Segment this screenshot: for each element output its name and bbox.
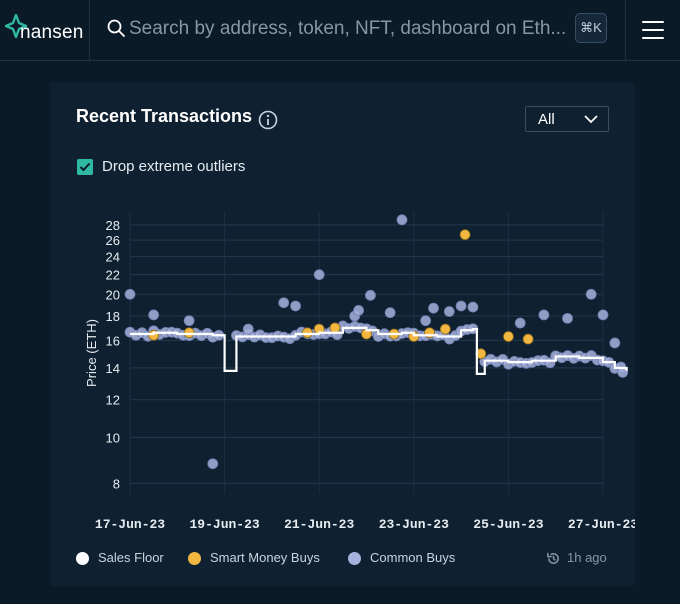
y-tick-label: 22 (106, 268, 120, 283)
common-buy-point (538, 309, 550, 321)
filter-dropdown[interactable]: All (525, 106, 609, 132)
common-buy-point (148, 309, 160, 321)
common-buy-point (455, 300, 467, 312)
common-buy-point (562, 312, 573, 324)
common-buy-point (124, 288, 136, 300)
search-icon (107, 19, 125, 37)
common-buy-point (278, 297, 290, 309)
x-tick-label: 23-Jun-23 (379, 517, 449, 532)
common-buy-point (514, 317, 526, 329)
common-buy-point (365, 289, 376, 301)
y-axis-label: Price (ETH) (84, 319, 99, 387)
legend-dot-smart-money (188, 552, 201, 565)
smart-money-point (329, 322, 341, 334)
drop-outliers-checkbox[interactable] (77, 159, 93, 175)
common-buy-point (467, 301, 479, 313)
last-updated-text: 1h ago (567, 550, 607, 565)
smart-money-point (502, 331, 514, 342)
y-tick-label: 14 (106, 361, 120, 376)
recent-transactions-card: Recent Transactions All Drop extreme out… (50, 82, 635, 586)
smart-money-point (459, 229, 471, 241)
x-tick-label: 27-Jun-23 (568, 517, 635, 532)
history-icon (547, 552, 559, 564)
common-buy-point (609, 337, 621, 349)
common-buy-point (384, 307, 396, 319)
common-buy-point (290, 300, 301, 312)
y-tick-label: 8 (113, 476, 120, 491)
legend-label: Smart Money Buys (210, 550, 320, 565)
common-buy-point (313, 269, 325, 281)
common-buy-point (420, 315, 432, 327)
hamburger-menu-icon[interactable] (640, 19, 666, 41)
search-bar[interactable]: Search by address, token, NFT, dashboard… (91, 0, 626, 61)
smart-money-point (522, 333, 534, 345)
x-tick-label: 19-Jun-23 (189, 517, 259, 532)
smart-money-point (439, 323, 451, 335)
legend-dot-common (348, 552, 361, 565)
common-buy-point (242, 323, 254, 335)
y-tick-label: 18 (106, 309, 120, 324)
y-tick-label: 12 (106, 393, 120, 408)
checkmark-icon (79, 162, 91, 172)
common-buy-point (597, 309, 609, 321)
filter-dropdown-value: All (538, 111, 555, 128)
y-tick-label: 16 (106, 333, 120, 348)
x-tick-label: 21-Jun-23 (284, 517, 354, 532)
sales-floor-line (130, 326, 628, 375)
y-tick-label: 10 (106, 430, 120, 445)
common-buy-point (207, 458, 219, 470)
top-bar: nansen Search by address, token, NFT, da… (0, 0, 680, 61)
drop-outliers-label: Drop extreme outliers (102, 158, 246, 175)
legend-dot-sales-floor (76, 552, 89, 565)
nansen-logo-icon (5, 14, 27, 39)
info-icon[interactable] (258, 110, 278, 130)
common-buy-point (428, 302, 439, 314)
y-tick-label: 24 (106, 250, 120, 265)
search-input[interactable]: Search by address, token, NFT, dashboard… (129, 18, 567, 39)
common-buy-point (443, 306, 455, 317)
smart-money-point (183, 327, 195, 339)
common-buy-point (183, 315, 195, 327)
legend-label: Sales Floor (98, 550, 164, 565)
smart-money-point (301, 327, 313, 339)
legend-label: Common Buys (370, 550, 456, 565)
smart-money-point (408, 331, 420, 342)
card-title: Recent Transactions (76, 106, 253, 126)
common-buy-point (396, 214, 408, 226)
common-buy-point (585, 288, 597, 300)
shortcut-badge: ⌘K (575, 13, 607, 43)
x-tick-label: 25-Jun-23 (473, 517, 543, 532)
y-tick-label: 26 (106, 233, 120, 248)
chevron-down-icon (584, 115, 598, 124)
nansen-logo[interactable]: nansen (0, 0, 90, 61)
y-tick-label: 28 (106, 218, 120, 233)
common-buy-point (353, 304, 365, 316)
logo-text: nansen (20, 22, 84, 43)
y-tick-label: 20 (106, 287, 120, 302)
x-tick-label: 17-Jun-23 (95, 517, 165, 532)
